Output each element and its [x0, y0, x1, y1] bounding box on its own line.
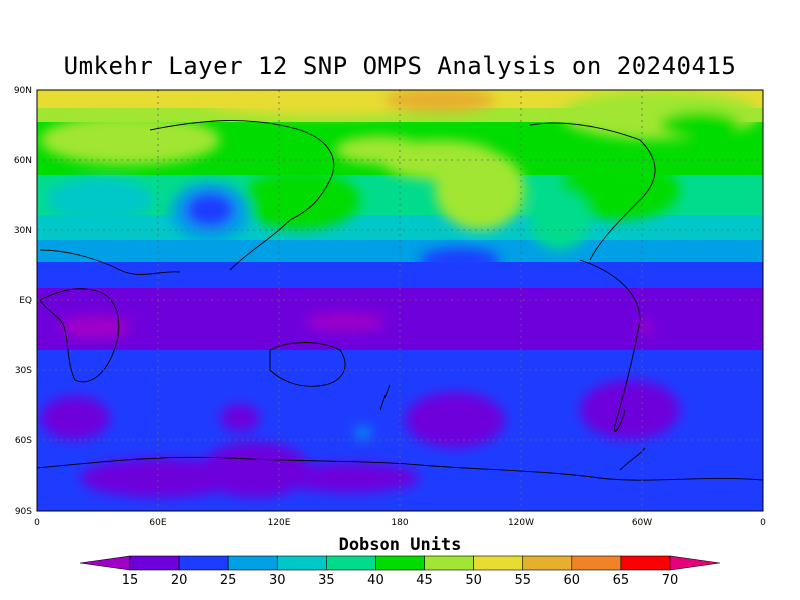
lon-label: 60E — [149, 518, 166, 528]
colorbar-swatch — [375, 555, 425, 571]
colorbar-tick-label: 25 — [220, 573, 237, 588]
gridlines — [37, 90, 763, 511]
colorbar-tick-label: 20 — [171, 573, 188, 588]
map-title: Umkehr Layer 12 SNP OMPS Analysis on 202… — [63, 52, 737, 80]
lon-label: 60W — [632, 518, 652, 528]
colorbar-tick-label: 30 — [269, 573, 286, 588]
colorbar — [79, 555, 721, 571]
colorbar-tick-label: 50 — [465, 573, 482, 588]
lon-label: 120W — [508, 518, 534, 528]
lat-label: 30N — [14, 226, 32, 236]
lat-label: 60N — [14, 156, 32, 166]
colorbar-swatch — [227, 555, 278, 571]
lon-label: 0 — [34, 518, 40, 528]
colorbar-tick-label: 70 — [662, 573, 679, 588]
lat-label: 90S — [15, 507, 32, 517]
lat-label: 60S — [15, 436, 32, 446]
colorbar-swatch — [178, 555, 229, 571]
map-frame — [36, 89, 764, 512]
coastlines — [37, 120, 763, 481]
colorbar-tick-label: 15 — [122, 573, 139, 588]
lat-label: 30S — [15, 366, 32, 376]
colorbar-swatch — [326, 555, 376, 571]
lat-label: EQ — [19, 296, 32, 306]
colorbar-arrow-high — [669, 555, 721, 571]
colorbar-swatch — [473, 555, 524, 571]
colorbar-tick-label: 65 — [613, 573, 630, 588]
lon-labels: 0 60E 120E 180 120W 60W 0 — [34, 518, 766, 528]
lat-labels: 90N 60N 30N EQ 30S 60S 90S — [14, 86, 32, 517]
colorbar-swatch — [424, 555, 474, 571]
lat-label: 90N — [14, 86, 32, 96]
lon-label: 0 — [760, 518, 766, 528]
colorbar-arrow-low — [79, 555, 131, 571]
colorbar-tick-label: 40 — [367, 573, 384, 588]
ozone-field — [37, 90, 763, 511]
colorbar-swatch — [276, 555, 327, 571]
colorbar-tick-label: 55 — [514, 573, 531, 588]
colorbar-swatch — [571, 555, 622, 571]
colorbar-labels: 15 20 25 30 35 40 45 50 55 60 65 70 — [122, 573, 679, 588]
colorbar-swatch — [522, 555, 573, 571]
colorbar-swatch — [620, 555, 671, 571]
colorbar-swatch — [129, 555, 180, 571]
colorbar-tick-label: 60 — [564, 573, 581, 588]
lon-label: 180 — [391, 518, 408, 528]
colorbar-tick-label: 45 — [416, 573, 433, 588]
lon-label: 120E — [268, 518, 291, 528]
colorbar-title: Dobson Units — [338, 535, 462, 555]
colorbar-tick-label: 35 — [318, 573, 335, 588]
